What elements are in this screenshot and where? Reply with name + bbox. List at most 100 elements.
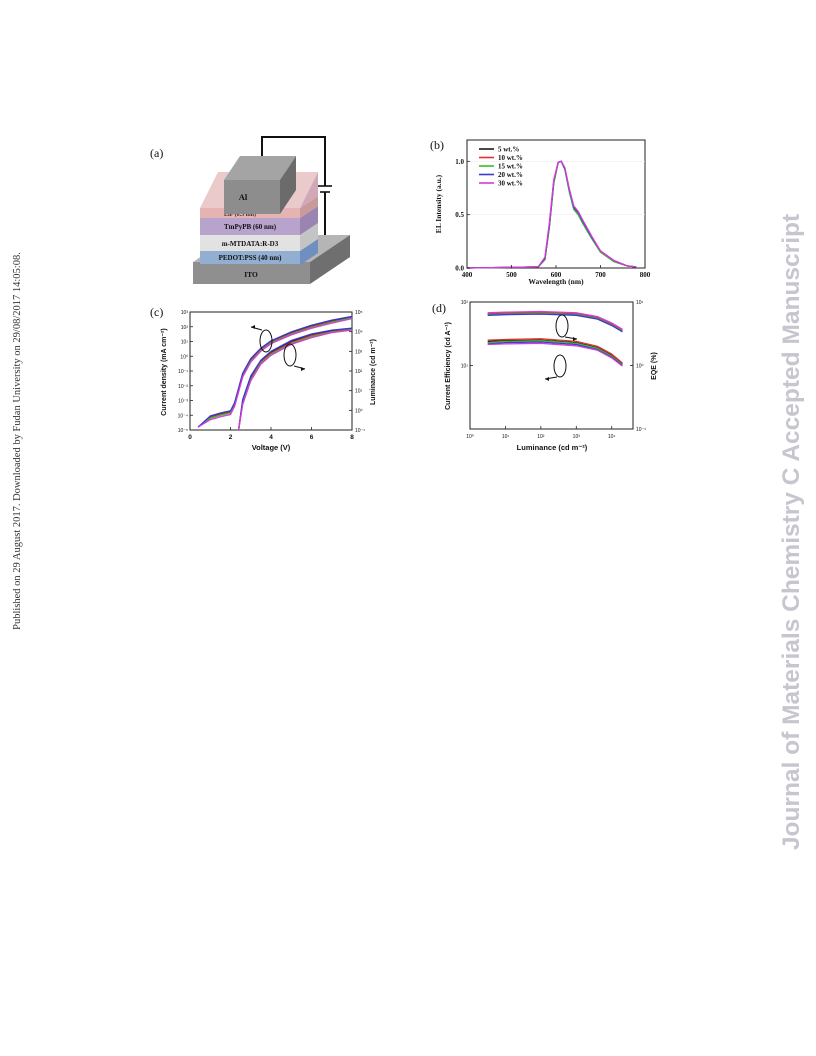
panel-b: (b) 400 500 600 700 800 0.0 0.5 1.0 5 wt.%10 w… xyxy=(430,138,651,286)
y2-tick-label: 10² xyxy=(355,369,363,375)
legend-label: 10 wt.% xyxy=(498,154,523,162)
y-tick-label: 10² xyxy=(461,300,469,306)
wire xyxy=(261,136,326,186)
x-tick-label: 10² xyxy=(537,434,545,440)
panel-c-label: (c) xyxy=(150,305,163,319)
y-tick-label: 10¹ xyxy=(461,364,469,370)
y-tick-label: 10⁻² xyxy=(178,384,188,390)
x-tick-label: 400 xyxy=(462,271,473,279)
chart-d-y2label: EQE (%) xyxy=(651,352,658,380)
y-tick-label: 10⁻¹ xyxy=(178,369,188,375)
chart-c-xlabel: Voltage (V) xyxy=(252,443,291,452)
current-density-line xyxy=(197,315,353,428)
y2-tick-label: 10⁻¹ xyxy=(355,428,365,434)
ito-side-face xyxy=(310,235,350,284)
current-curve-marker xyxy=(259,329,273,353)
luminance-line xyxy=(237,328,353,431)
current-density-line xyxy=(197,317,353,428)
spectrum-line xyxy=(466,160,637,269)
chart-c-frame xyxy=(189,311,353,431)
x-tick-label: 10¹ xyxy=(502,434,510,440)
x-tick-label: 600 xyxy=(551,271,562,279)
eqe-line xyxy=(487,313,623,333)
panel-a-label: (a) xyxy=(150,146,163,160)
panel-d: (d) 10⁰ 10¹ 10² 10³ 10⁴ 10¹ 10² 10⁻¹ 10⁰ 10¹ Lu… xyxy=(432,300,658,452)
chart-d-ylabel: Current Efficiency (cd A⁻¹) xyxy=(445,322,452,410)
eqe-line xyxy=(487,310,623,330)
x-tick-label: 10³ xyxy=(573,434,581,440)
emissive-side-face xyxy=(300,223,318,251)
y-tick-label: 10² xyxy=(181,325,189,331)
x-tick-label: 0 xyxy=(188,434,192,441)
al-side-face xyxy=(280,156,296,214)
x-tick-label: 500 xyxy=(506,271,517,279)
left-axis-arrowhead xyxy=(251,325,255,329)
x-tick-label: 6 xyxy=(310,434,314,441)
y-tick-label: 10³ xyxy=(181,310,189,316)
luminance-line xyxy=(237,327,353,431)
current-efficiency-line xyxy=(487,340,623,366)
emissive-front-face xyxy=(200,235,300,251)
y-tick-label: 10⁻⁴ xyxy=(178,413,188,419)
x-tick-label: 4 xyxy=(269,434,273,441)
legend-label: 20 wt.% xyxy=(498,171,523,179)
panel-d-label: (d) xyxy=(432,301,446,315)
x-tick-label: 700 xyxy=(595,271,606,279)
current-density-line xyxy=(197,317,353,428)
chart-c-y2label: Luminance (cd m⁻²) xyxy=(370,339,377,405)
y-tick-label: 10¹ xyxy=(181,340,189,346)
layer-label-emissive: m-MTDATA:R-D3 xyxy=(222,240,279,248)
chart-b-frame xyxy=(466,139,646,269)
ito-front-face xyxy=(193,262,310,284)
luminance-curve-marker xyxy=(283,343,297,367)
tmpypb-front-face xyxy=(200,218,300,235)
legend-label: 15 wt.% xyxy=(498,163,523,171)
right-axis-arrowhead xyxy=(301,367,305,371)
eqe-curve-marker xyxy=(555,314,569,338)
eqe-line xyxy=(487,312,623,332)
layer-label-tmpypb: TmPyPB (60 nm) xyxy=(224,223,277,231)
y2-tick-label: 10⁰ xyxy=(636,364,644,370)
legend-label: 5 wt.% xyxy=(498,146,519,154)
y2-tick-label: 10⁰ xyxy=(355,408,363,414)
pedot-front-face xyxy=(200,251,300,264)
tmpypb-side-face xyxy=(300,206,318,235)
current-efficiency-line xyxy=(487,342,623,367)
current-density-line xyxy=(197,317,353,428)
legend-label: 30 wt.% xyxy=(498,180,523,188)
stack-top-side xyxy=(300,172,318,208)
efficiency-curve-marker xyxy=(553,354,567,378)
luminance-line xyxy=(237,329,353,431)
x-tick-label: 10⁴ xyxy=(608,434,616,440)
y-tick-label: 10⁻⁵ xyxy=(178,428,188,434)
current-efficiency-line xyxy=(487,338,623,364)
layer-label-pedot: PEDOT:PSS (40 nm) xyxy=(219,254,283,262)
y2-tick-label: 10¹ xyxy=(355,389,363,395)
al-top-face xyxy=(224,156,296,180)
right-axis-arrowhead xyxy=(573,337,577,341)
y-tick-label: 0.0 xyxy=(455,265,464,273)
y2-tick-label: 10¹ xyxy=(636,300,644,306)
chart-b-ylabel: EL Intensity (a.u.) xyxy=(434,174,443,233)
x-tick-label: 10⁰ xyxy=(466,434,474,440)
al-front-face xyxy=(224,180,280,214)
pedot-side-face xyxy=(300,239,318,265)
lif-side-face xyxy=(300,196,318,218)
chart-d-xlabel: Luminance (cd m⁻²) xyxy=(517,443,588,452)
current-efficiency-line xyxy=(487,341,623,367)
layer-label-al: Al xyxy=(239,192,248,202)
panel-c: (c) 0 2 4 6 8 10⁻⁵ 10⁻⁴ 10⁻³ 10⁻² 10⁻¹ 10⁰ 10¹ 10² 1… xyxy=(150,305,377,452)
y2-tick-label: 10⁴ xyxy=(355,330,363,336)
x-tick-label: 2 xyxy=(229,434,233,441)
y-tick-label: 1.0 xyxy=(455,158,464,166)
panel-a: (a) ITO PEDOT:PSS (40 nm) m-MTDATA:R-D3 … xyxy=(150,136,350,284)
y2-tick-label: 10⁵ xyxy=(355,310,363,316)
layer-label-ito: ITO xyxy=(244,270,258,279)
x-tick-label: 800 xyxy=(640,271,651,279)
y2-tick-label: 10³ xyxy=(355,349,363,355)
chart-c-ylabel: Current density (mA cm⁻²) xyxy=(161,328,168,415)
y2-tick-label: 10⁻¹ xyxy=(636,427,646,433)
left-axis-arrowhead xyxy=(545,377,549,381)
chart-b-xlabel: Wavelength (nm) xyxy=(528,277,584,286)
